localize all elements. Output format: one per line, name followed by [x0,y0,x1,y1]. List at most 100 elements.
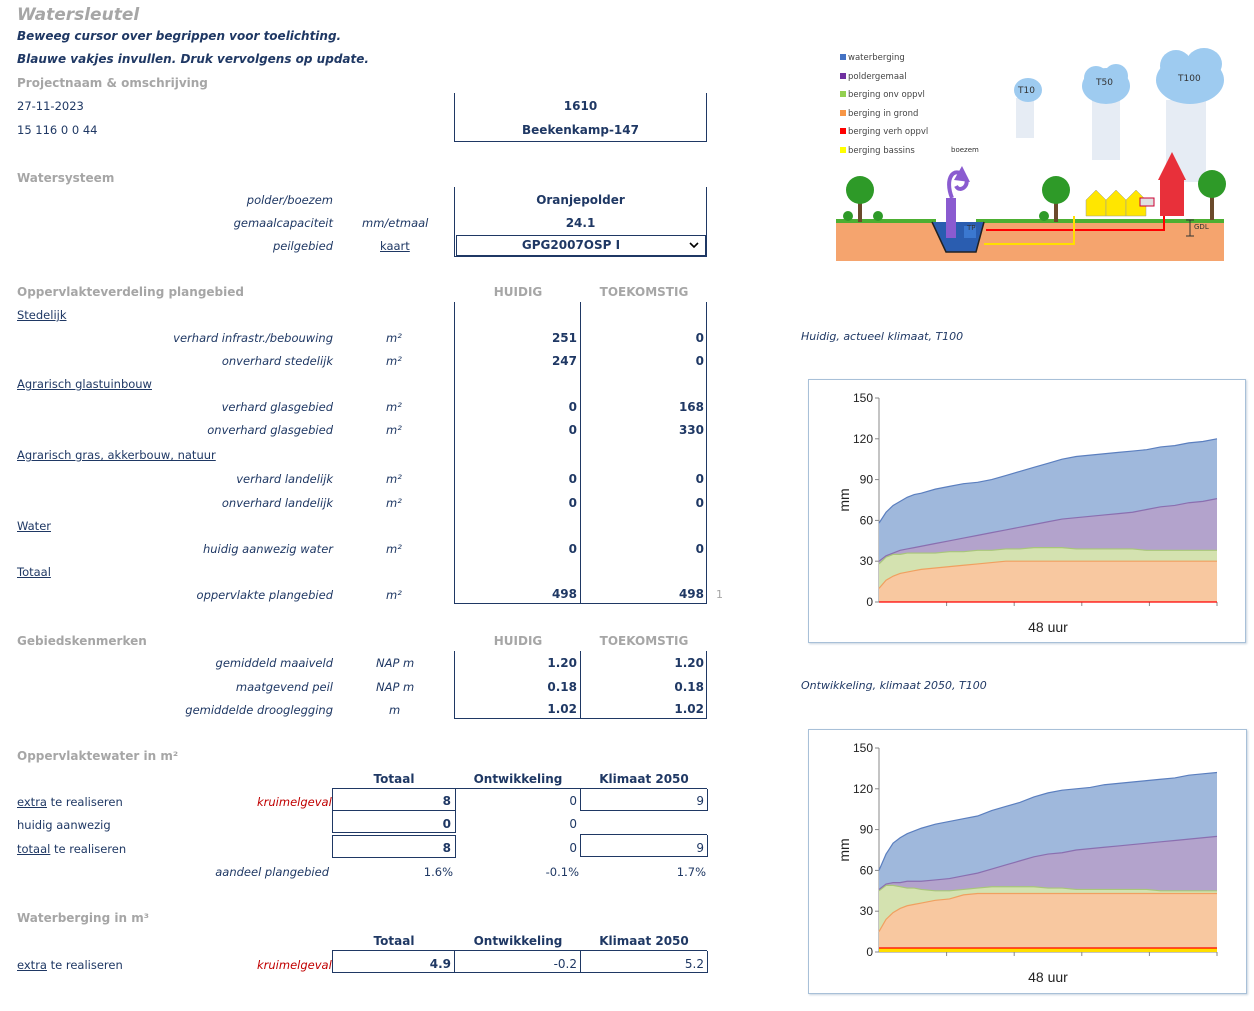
kenm-row3-huidig: 1.02 [547,702,577,716]
chart-ontwikkeling-svg: 0 30 60 90 120 150 48 uur mm [836,741,1218,985]
y-tick-label: 150 [853,741,873,755]
area-berging-in-grond [879,561,1217,602]
boezem-label: boezem [951,146,979,154]
opp-row4-toekomstig[interactable]: 330 [678,423,704,437]
kenm-row3-unit: m [389,703,401,717]
opp-row7-huidig[interactable]: 0 [568,542,577,556]
y-tick-label: 60 [860,513,874,527]
opp-row5-toekomstig[interactable]: 0 [695,472,704,486]
x-axis-label: 48 uur [1028,619,1068,635]
ow-row3-klimaat: 9 [696,841,704,855]
legend-label: waterberging [848,53,905,63]
opp-row6-unit: m² [386,496,402,510]
ow-row2-totaal[interactable]: 0 [442,817,451,831]
ow-extra-link[interactable]: extra [17,795,47,809]
wb-row1-ontw: -0.2 [553,957,577,971]
area-berging-bassins [879,949,1217,952]
legend-label: poldergemaal [848,71,907,82]
water-box-right [706,187,707,257]
opp-row5-unit: m² [386,472,402,486]
ow-row1-box [332,789,456,811]
kenm-row1-huidig[interactable]: 1.20 [547,656,577,670]
ow-row1-box3 [580,789,708,811]
legend-item: berging bassins [840,146,928,165]
wb-col-totaal: Totaal [373,934,415,948]
ow-kruimelgeval: kruimelgeval [257,795,332,809]
kenm-row3-toekomstig: 1.02 [674,702,704,716]
legend-swatch [840,128,846,135]
ow-row3-label: totaal te realiseren [17,842,126,856]
wb-col-ontwikkeling: Ontwikkeling [473,934,563,948]
category-water[interactable]: Water [17,519,51,533]
landscape-drawing [836,48,1226,261]
y-axis-label: mm [836,838,852,861]
wb-top-line [332,950,707,951]
ow-row4-klimaat: 1.7% [676,865,706,879]
peil-map-link[interactable]: kaart [380,239,410,253]
cloud-t100-label: T100 [1178,74,1201,84]
opp-row6-toekomstig[interactable]: 0 [695,496,704,510]
ow-top-line [332,788,707,789]
legend-swatch [840,72,846,79]
area-berging-in-grond [879,893,1217,952]
col-toekomstig: TOEKOMSTIG [599,285,689,299]
ow-col-totaal: Totaal [373,772,415,786]
ow-row2-label: huidig aanwezig [17,818,111,832]
opp-row2-toekomstig[interactable]: 0 [695,354,704,368]
opp-row1-label: verhard infrastr./bebouwing [173,331,333,345]
wb-extra-link[interactable]: extra [17,958,47,972]
legend-label: berging onv oppvl [848,90,925,101]
wb-row1-rest: te realiseren [46,958,123,972]
opp-row4-huidig[interactable]: 0 [568,423,577,437]
kenm-row2-huidig[interactable]: 0.18 [547,680,577,694]
peil-select[interactable]: GPG2007OSP I [456,235,706,256]
opp-row7-toekomstig[interactable]: 0 [695,542,704,556]
water-system-illustration: waterberging poldergemaal berging onv op… [834,48,1226,263]
opp-bottom [454,603,707,604]
kenm-row2-toekomstig[interactable]: 0.18 [674,680,704,694]
opp-row3-toekomstig[interactable]: 168 [678,400,704,414]
wb-row1-box [332,951,708,973]
col-huidig: HUIDIG [493,285,543,299]
line-berging-onv-oppvl [878,547,1217,565]
category-agrarisch[interactable]: Agrarisch gras, akkerbouw, natuur [17,448,216,462]
legend-item: berging onv oppvl [840,90,928,109]
ow-totaal-link[interactable]: totaal [17,842,51,856]
opp-row2-unit: m² [386,354,402,368]
wb-row1-totaal: 4.9 [429,957,451,971]
category-totaal[interactable]: Totaal [17,565,51,579]
chevron-down-icon [689,242,699,249]
opp-row2-huidig[interactable]: 247 [551,354,577,368]
peil-label: peilgebied [272,239,333,253]
category-glastuinbouw[interactable]: Agrarisch glastuinbouw [17,377,152,391]
line-waterberging [878,771,1218,871]
project-number-field[interactable]: 1610 [563,99,598,113]
legend-swatch [840,54,846,60]
chart2-caption: Ontwikkeling, klimaat 2050, T100 [801,679,987,692]
y-tick-label: 90 [860,823,874,837]
water-box-left [454,187,455,257]
chart-huidig-svg: 0 30 60 90 120 150 48 uur mm [836,391,1218,635]
ow-row2-ontw: 0 [569,817,577,831]
kenm-row1-toekomstig[interactable]: 1.20 [674,656,704,670]
y-tick-label: 0 [866,945,873,959]
opp-row1-unit: m² [386,331,402,345]
opp-row1-huidig[interactable]: 251 [551,331,577,345]
project-name-field[interactable]: Beekenkamp-147 [522,123,639,137]
capacity-field[interactable]: 24.1 [565,216,596,230]
opp-row3-unit: m² [386,400,402,414]
opp-row1-toekomstig[interactable]: 0 [695,331,704,345]
category-stedelijk[interactable]: Stedelijk [17,308,67,322]
ow-row4-label: aandeel plangebied [215,865,329,879]
kenm-row2-unit: NAP m [376,680,415,694]
wb-row1-klimaat: 5.2 [684,957,704,971]
opp-row3-label: verhard glasgebied [221,400,333,414]
kenm-bottom [454,718,707,719]
opp-row8-toekomstig: 498 [678,587,704,601]
opp-row6-huidig[interactable]: 0 [568,496,577,510]
polder-label: polder/boezem [246,193,333,207]
opp-row5-huidig[interactable]: 0 [568,472,577,486]
peil-select-value: GPG2007OSP I [521,238,621,252]
opp-row3-huidig[interactable]: 0 [568,400,577,414]
polder-field[interactable]: Oranjepolder [536,193,625,207]
